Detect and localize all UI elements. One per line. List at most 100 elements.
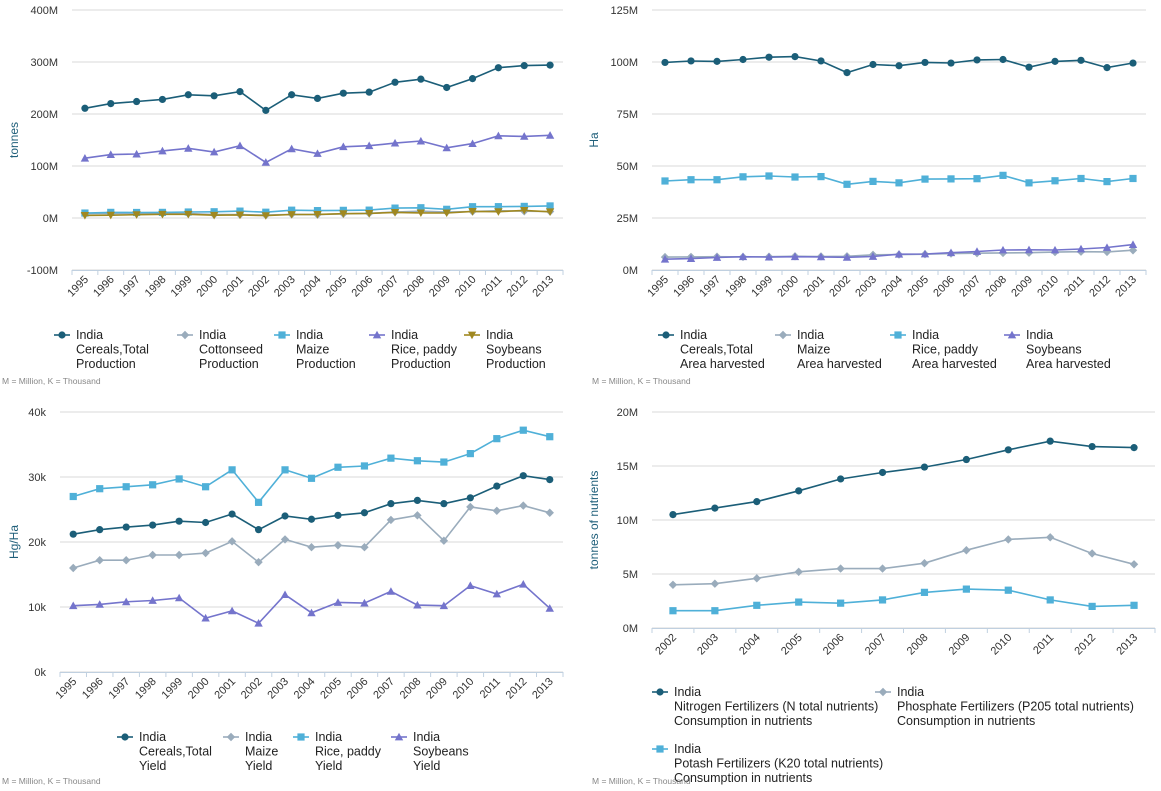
legend-series-label: Rice, paddy <box>912 343 979 357</box>
data-point <box>360 462 369 470</box>
data-point <box>895 179 903 187</box>
legend-series-label: Production <box>296 357 356 371</box>
data-point <box>95 556 104 565</box>
legend-series-label: Soybeans <box>413 745 469 759</box>
legend-series-label: Yield <box>139 759 166 773</box>
data-point <box>1088 442 1096 451</box>
data-point <box>466 502 475 512</box>
data-point <box>494 208 503 216</box>
data-point <box>710 579 720 588</box>
data-point <box>413 600 422 609</box>
legend-series-label: Potash Fertilizers (K20 total nutrients) <box>674 757 883 771</box>
x-tick-label: 2010 <box>453 274 479 300</box>
legend-series-name: India <box>674 685 701 699</box>
data-point <box>753 601 761 609</box>
x-tick-label: 2002 <box>246 274 272 300</box>
legend-series-label: Phosphate Fertilizers (P205 total nutrie… <box>897 700 1134 714</box>
data-point <box>972 247 982 255</box>
series-1 <box>69 472 554 538</box>
x-tick-label: 2000 <box>775 274 801 300</box>
data-point <box>360 509 369 517</box>
data-point <box>334 463 342 471</box>
data-point <box>1103 64 1111 72</box>
y-tick-label: 75M <box>617 109 638 121</box>
data-point <box>339 142 348 151</box>
data-point <box>201 548 210 558</box>
data-point <box>228 510 236 518</box>
legend-series-name: India <box>391 328 418 342</box>
data-point <box>210 92 218 100</box>
y-tick-label: 10M <box>617 515 638 527</box>
legend-series-label: Area harvested <box>912 357 997 371</box>
series-3 <box>69 426 554 506</box>
data-point <box>466 581 475 589</box>
data-point <box>281 512 289 520</box>
series-line <box>673 588 1135 612</box>
data-point <box>365 88 373 96</box>
data-point <box>520 206 529 215</box>
data-point <box>121 556 131 565</box>
data-point <box>106 211 115 220</box>
data-point <box>1130 601 1138 609</box>
data-point <box>661 177 669 185</box>
x-tick-label: 2007 <box>863 632 889 658</box>
legend-marker <box>894 331 902 339</box>
data-point <box>254 526 263 534</box>
data-point <box>921 58 929 67</box>
series-1 <box>661 52 1137 77</box>
legend-series-label: Production <box>199 357 259 371</box>
data-point <box>492 506 502 515</box>
data-point <box>895 62 903 70</box>
data-point <box>466 494 474 502</box>
x-tick-label: 1996 <box>80 676 106 702</box>
data-point <box>520 132 529 140</box>
data-point <box>209 147 219 156</box>
x-tick-label: 2008 <box>401 274 427 300</box>
x-tick-label: 1998 <box>133 676 159 702</box>
x-tick-label: 2008 <box>905 632 931 658</box>
data-point <box>1051 57 1059 65</box>
series-line <box>72 504 551 569</box>
legend-marker <box>662 331 670 339</box>
data-point <box>520 202 528 211</box>
units-note: M = Million, K = Thousand <box>592 376 691 386</box>
legend-series-name: India <box>296 328 323 342</box>
x-tick-label: 2003 <box>853 274 879 300</box>
legend-marker <box>656 688 664 696</box>
y-tick-label: 20M <box>617 407 638 419</box>
x-tick-label: 2003 <box>272 274 298 300</box>
legend-marker <box>121 733 129 741</box>
data-point <box>69 601 78 610</box>
series-line <box>73 583 551 625</box>
data-point <box>149 521 157 529</box>
x-tick-label: 2012 <box>504 676 530 702</box>
data-point <box>364 141 374 150</box>
data-point <box>360 598 369 607</box>
data-point <box>546 433 554 441</box>
y-axis-title: tonnes <box>7 122 21 158</box>
y-tick-label: 100M <box>30 161 58 173</box>
data-point <box>413 496 421 504</box>
legend-marker <box>297 733 305 741</box>
data-point <box>443 83 451 92</box>
y-tick-label: 40k <box>28 407 46 419</box>
data-point <box>1050 245 1060 254</box>
x-tick-label: 2000 <box>186 676 212 702</box>
data-point <box>80 154 90 162</box>
legend-series-label: Production <box>486 357 546 371</box>
data-point <box>307 608 316 617</box>
x-tick-label: 2005 <box>779 632 805 658</box>
data-point <box>492 589 502 598</box>
data-point <box>69 530 77 538</box>
data-point <box>184 210 193 219</box>
data-point <box>837 599 845 607</box>
data-point <box>1128 240 1138 249</box>
legend-series-name: India <box>413 730 440 744</box>
data-point <box>712 253 722 261</box>
data-point <box>307 515 316 523</box>
